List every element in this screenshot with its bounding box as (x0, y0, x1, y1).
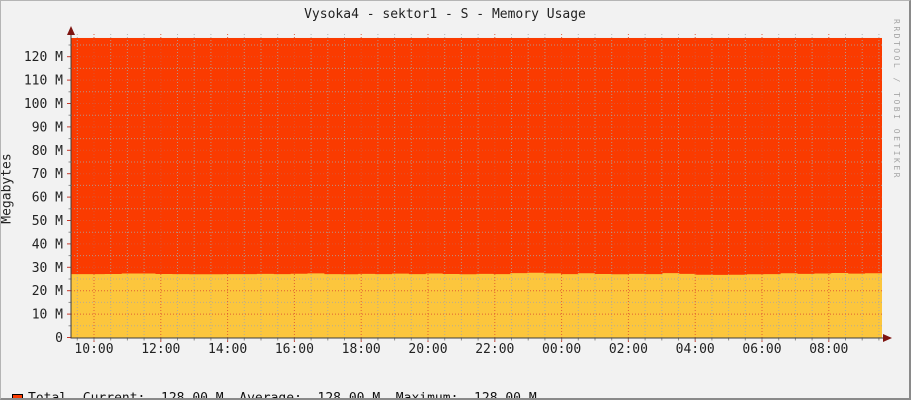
legend-swatch-total (12, 393, 23, 398)
x-tick-label: 16:00 (275, 342, 314, 357)
y-tick-label: 110 M (24, 74, 63, 89)
stat-label-maximum: Maximum: (395, 391, 459, 400)
x-tick-label: 08:00 (809, 342, 848, 357)
stat-value-average: 128.00 M (317, 391, 381, 400)
stat-value-maximum: 128.00 M (474, 391, 537, 400)
y-tick-label: 90 M (32, 120, 63, 135)
x-tick-label: 12:00 (141, 342, 180, 357)
y-tick-label: 0 (55, 331, 63, 346)
stat-label-current: Current: (82, 391, 146, 400)
y-tick-label: 60 M (32, 191, 63, 206)
stat-value-current: 128.00 M (161, 391, 224, 400)
y-tick-label: 50 M (32, 214, 63, 229)
y-tick-label: 120 M (24, 50, 63, 65)
y-tick-label: 20 M (32, 284, 63, 299)
x-tick-label: 14:00 (208, 342, 247, 357)
x-tick-label: 10:00 (74, 342, 113, 357)
y-tick-label: 100 M (24, 97, 63, 112)
legend-row-total: Total Current: 128.00 M Average: 128.00 M Max… (12, 391, 537, 400)
x-tick-label: 20:00 (408, 342, 447, 357)
y-tick-label: 30 M (32, 261, 63, 276)
y-tick-label: 80 M (32, 144, 63, 159)
y-tick-label: 70 M (32, 167, 63, 182)
rrdtool-watermark: RRDTOOL / TOBI OETIKER (892, 19, 901, 180)
x-tick-label: 22:00 (475, 342, 514, 357)
stat-label-average: Average: (239, 391, 302, 400)
graph-title: Vysoka4 - sektor1 - S - Memory Usage (304, 7, 586, 22)
x-tick-label: 00:00 (542, 342, 581, 357)
legend: Total Current: 128.00 M Average: 128.00 M Max… (12, 359, 537, 400)
x-axis-arrow (883, 334, 892, 342)
x-tick-label: 18:00 (342, 342, 381, 357)
x-tick-label: 04:00 (676, 342, 715, 357)
used-area-series (71, 272, 882, 338)
y-tick-label: 40 M (32, 237, 63, 252)
x-tick-label: 02:00 (609, 342, 648, 357)
y-axis-arrow (67, 26, 75, 35)
y-tick-label: 10 M (32, 308, 63, 323)
x-tick-label: 06:00 (742, 342, 781, 357)
legend-series-name: Total (28, 391, 68, 400)
